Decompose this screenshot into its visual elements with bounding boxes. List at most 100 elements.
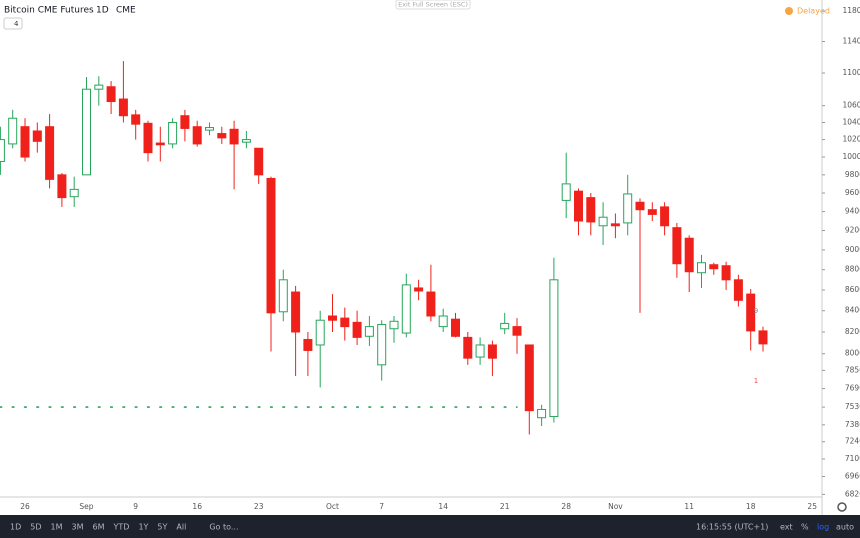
- y-tick-label: 8400.0: [845, 306, 860, 315]
- candle-body: [721, 265, 731, 281]
- candle-body: [291, 291, 301, 333]
- annotation: 1: [754, 377, 758, 385]
- candle-body: [697, 262, 706, 274]
- x-tick-label: 16: [192, 502, 202, 511]
- y-tick-label: 7690.0: [845, 384, 860, 393]
- candle-body: [426, 291, 436, 317]
- candle-body: [303, 339, 313, 351]
- candle-body: [758, 330, 768, 345]
- candle-body: [328, 315, 337, 321]
- y-tick-label: 11400.0: [842, 37, 860, 46]
- candle-body: [709, 264, 719, 270]
- annotation: 9: [754, 307, 758, 315]
- candle-body: [180, 115, 190, 129]
- y-tick-label: 8200.0: [845, 327, 860, 336]
- x-tick-label: 18: [746, 502, 756, 511]
- x-tick-label: 9: [133, 502, 138, 511]
- y-tick-label: 11800.0: [842, 6, 860, 15]
- candle-body: [106, 86, 116, 103]
- candle-body: [168, 121, 178, 145]
- candle-body: [414, 287, 424, 292]
- candle-body: [512, 326, 522, 336]
- candle-body: [32, 130, 42, 142]
- candle-body: [438, 315, 448, 328]
- candle-body: [672, 227, 682, 265]
- interval: 1D: [96, 6, 109, 16]
- candle-body: [217, 133, 227, 139]
- candle-body: [278, 279, 288, 313]
- clock: 16:15:55 (UTC+1): [696, 523, 768, 532]
- y-tick-label: 9800.0: [845, 170, 860, 179]
- candle-body: [155, 142, 165, 146]
- scale-option[interactable]: %: [801, 523, 809, 532]
- range-button[interactable]: YTD: [113, 523, 130, 532]
- y-tick-label: 10000.0: [842, 152, 860, 161]
- x-tick-label: 14: [438, 502, 448, 511]
- candle-body: [733, 279, 743, 301]
- candle-body: [20, 126, 30, 158]
- candle-body: [389, 320, 399, 330]
- candle-body: [131, 114, 141, 125]
- candle-body: [266, 177, 276, 314]
- settings-icon[interactable]: [837, 502, 847, 512]
- range-button[interactable]: 1D: [10, 523, 21, 532]
- y-tick-label: 10400.0: [842, 117, 860, 126]
- range-button[interactable]: All: [176, 523, 186, 532]
- candle-body: [205, 127, 214, 131]
- scale-option[interactable]: log: [817, 523, 829, 532]
- range-button[interactable]: 3M: [72, 523, 84, 532]
- candle-body: [69, 188, 79, 198]
- candle-body: [229, 128, 239, 145]
- candle-body: [377, 323, 387, 366]
- candle-body: [746, 293, 756, 332]
- candle-body: [315, 319, 325, 346]
- scale-option[interactable]: auto: [836, 523, 854, 532]
- candle-body: [524, 344, 534, 412]
- candle-body: [635, 201, 645, 211]
- candle-body: [660, 206, 670, 227]
- y-tick-label: 6960.0: [845, 471, 860, 480]
- x-tick-label: 28: [561, 502, 571, 511]
- candle-body: [500, 322, 510, 330]
- candle-body: [623, 193, 633, 224]
- x-tick-label: Nov: [608, 502, 623, 511]
- candle-body: [537, 408, 547, 419]
- candle-body: [143, 122, 153, 154]
- x-tick-label: 26: [20, 502, 30, 511]
- x-tick-label: 25: [807, 502, 817, 511]
- candle-body: [82, 88, 91, 176]
- candle-body: [561, 183, 571, 201]
- y-tick-label: 7530.0: [845, 402, 860, 411]
- range-button[interactable]: 5D: [30, 523, 41, 532]
- candle-body: [463, 336, 473, 359]
- range-button[interactable]: 6M: [93, 523, 105, 532]
- range-button[interactable]: 5Y: [157, 523, 167, 532]
- y-tick-label: 10600.0: [842, 101, 860, 110]
- goto-button[interactable]: Go to...: [209, 523, 238, 532]
- y-tick-label: 9600.0: [845, 188, 860, 197]
- x-tick-label: 11: [684, 502, 694, 511]
- candle-body: [57, 174, 67, 199]
- exit-fullscreen-button[interactable]: [395, 0, 471, 10]
- y-tick-label: 7380.0: [845, 420, 860, 429]
- candle-body: [45, 126, 55, 180]
- toolbar: [0, 515, 860, 538]
- range-button[interactable]: 1Y: [138, 523, 148, 532]
- range-button[interactable]: 1M: [51, 523, 63, 532]
- exit-fullscreen-label[interactable]: Exit Full Screen (ESC): [398, 1, 468, 9]
- candle-body: [598, 216, 608, 227]
- indicator-count[interactable]: 4: [14, 20, 19, 28]
- x-tick-label: 21: [500, 502, 510, 511]
- y-tick-label: 9000.0: [845, 245, 860, 254]
- y-tick-label: 6820.0: [845, 489, 860, 498]
- candle-body: [254, 147, 264, 176]
- scale-option[interactable]: ext: [780, 523, 793, 532]
- y-tick-label: 7100.0: [845, 454, 860, 463]
- y-tick-label: 8000.0: [845, 349, 860, 358]
- chart-title: Bitcoin CME Futures: [4, 6, 94, 16]
- y-tick-label: 7850.0: [845, 365, 860, 374]
- candle-body: [475, 344, 485, 358]
- y-tick-label: 9200.0: [845, 226, 860, 235]
- indicator-toggle[interactable]: [3, 17, 23, 30]
- candle-body: [684, 237, 694, 273]
